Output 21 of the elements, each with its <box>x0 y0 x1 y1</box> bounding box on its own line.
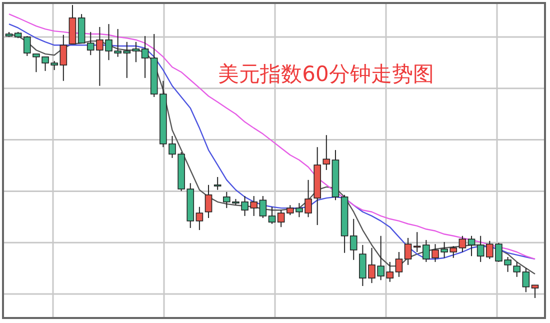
candlestick <box>458 235 466 252</box>
candlestick <box>132 41 140 63</box>
candlestick <box>259 196 267 219</box>
candlestick <box>23 36 31 56</box>
text: 美元指数60分钟走势图 <box>218 62 434 86</box>
candlestick <box>513 261 521 278</box>
candlestick <box>350 218 358 260</box>
candlestick <box>214 176 222 190</box>
candlestick <box>141 36 149 78</box>
candlestick <box>277 210 285 228</box>
candlestick <box>531 284 539 298</box>
candlestick <box>196 206 204 231</box>
candlestick <box>404 237 412 266</box>
candlestick <box>60 34 68 82</box>
candlestick <box>322 134 330 170</box>
candlestick <box>468 235 476 257</box>
candlestick <box>204 184 212 219</box>
candlestick <box>522 268 530 293</box>
candlestick <box>476 235 484 262</box>
candlestick <box>268 206 276 224</box>
candlestick <box>395 252 403 278</box>
